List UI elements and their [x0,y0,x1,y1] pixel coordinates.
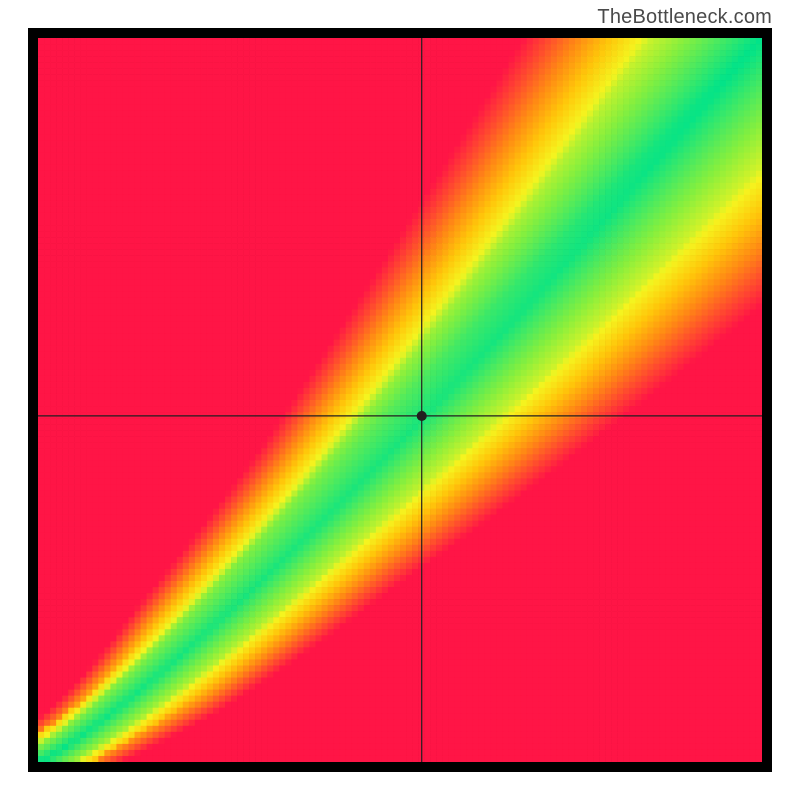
bottleneck-heatmap [38,38,762,762]
watermark-text: TheBottleneck.com [597,6,772,29]
chart-plot-area [38,38,762,762]
chart-outer-frame [28,28,772,772]
page-root: { "watermark": { "text": "TheBottleneck.… [0,0,800,800]
